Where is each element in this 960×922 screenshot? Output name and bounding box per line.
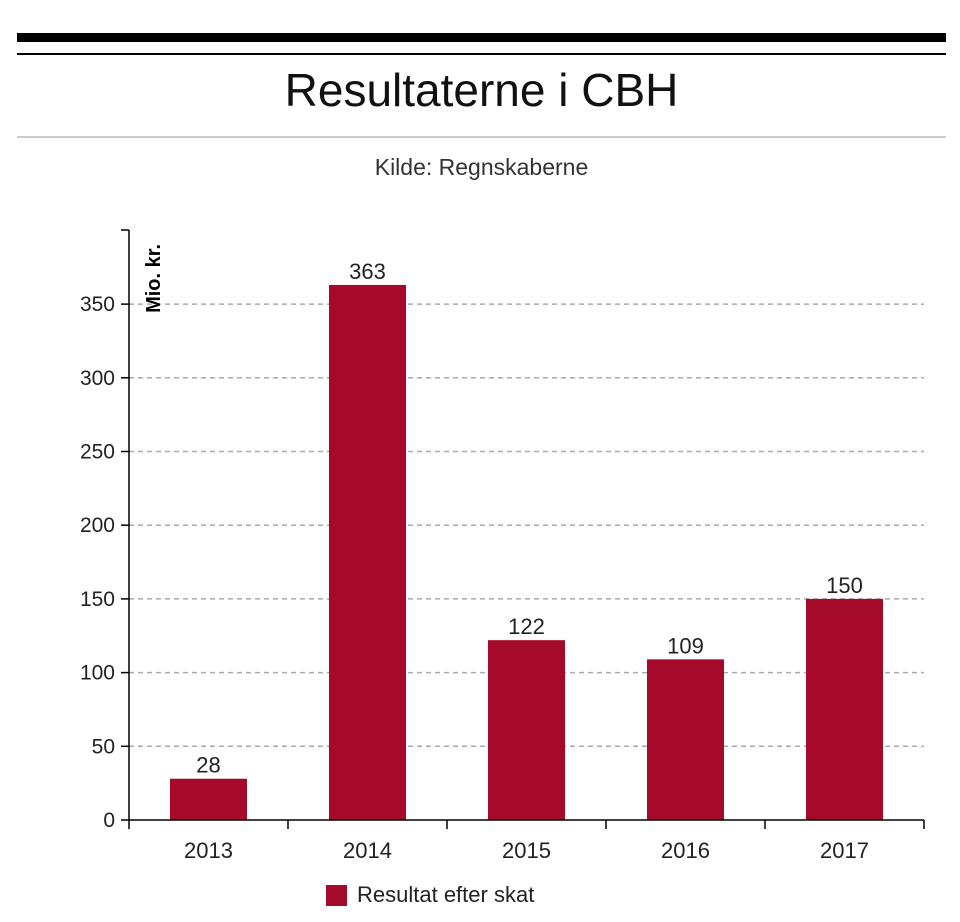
y-tick-label: 100 (80, 662, 115, 685)
data-label: 363 (349, 259, 386, 284)
y-tick-label: 0 (103, 809, 115, 832)
labels: 0 50 100 150 200 250 300 350 Mio. kr. 28 2013 363 20… (80, 244, 869, 863)
y-tick-label: 300 (80, 367, 115, 390)
chart-subtitle: Kilde: Regnskaberne (374, 154, 589, 180)
y-tick-label: 50 (92, 735, 115, 758)
x-tick-label: 2017 (820, 838, 869, 863)
y-tick-label: 350 (80, 293, 115, 316)
x-tick-label: 2015 (502, 838, 551, 863)
legend-label: Resultat efter skat (357, 882, 535, 907)
bar-2017[interactable] (806, 598, 883, 820)
y-axis-label: Mio. kr. (143, 244, 165, 313)
bar-2014[interactable] (329, 284, 406, 820)
bar-2013[interactable] (170, 778, 247, 820)
legend[interactable]: Resultat efter skat (326, 880, 534, 910)
data-label: 122 (508, 614, 545, 639)
data-label: 150 (826, 573, 863, 598)
bar-2015[interactable] (488, 640, 565, 820)
chart-title: Resultaterne i CBH (284, 64, 679, 116)
y-tick-label: 150 (80, 588, 115, 611)
bars (170, 284, 883, 820)
y-tick-label: 250 (80, 441, 115, 464)
legend-swatch (326, 884, 347, 906)
data-label: 109 (667, 633, 704, 658)
header-rule-thin (17, 53, 946, 55)
axes (121, 229, 925, 829)
x-tick-label: 2016 (661, 838, 710, 863)
title-divider (17, 136, 946, 138)
y-tick-label: 200 (80, 514, 115, 537)
x-tick-label: 2014 (343, 838, 392, 863)
x-tick-label: 2013 (184, 838, 233, 863)
header-rule-thick (17, 33, 946, 42)
data-label: 28 (196, 753, 220, 778)
bar-2016[interactable] (647, 659, 724, 820)
